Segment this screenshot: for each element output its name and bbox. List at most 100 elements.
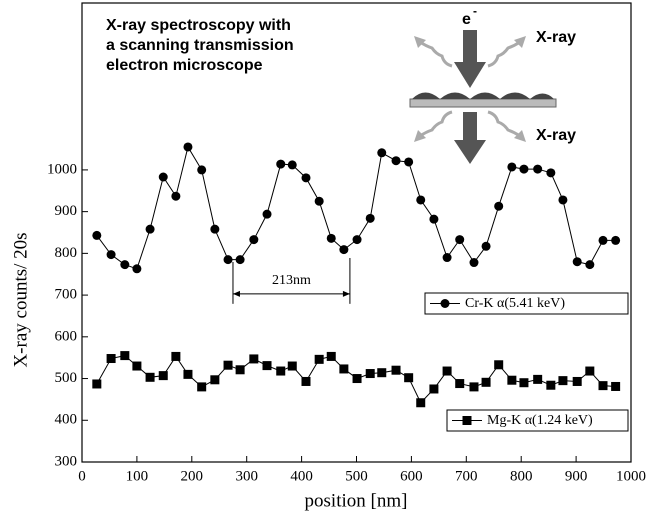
- y-tick-label: 600: [55, 328, 78, 344]
- y-axis-label: X-ray counts/ 20s: [10, 232, 31, 367]
- marker: [106, 354, 116, 364]
- marker: [145, 224, 155, 234]
- y-tick-label: 400: [55, 412, 78, 428]
- marker: [210, 224, 220, 234]
- annotation-label: 213nm: [272, 273, 311, 288]
- x-tick-label: 0: [78, 468, 86, 484]
- legend-box: [424, 292, 629, 315]
- marker: [440, 299, 450, 308]
- marker: [455, 235, 465, 245]
- xray-label: X-ray: [536, 29, 576, 46]
- marker: [326, 351, 336, 361]
- marker: [404, 373, 414, 383]
- marker: [92, 379, 102, 389]
- marker: [377, 148, 387, 158]
- marker: [494, 360, 504, 370]
- marker: [572, 376, 582, 386]
- marker: [132, 264, 142, 274]
- y-tick-label: 300: [55, 453, 78, 469]
- y-tick-label: 700: [55, 287, 78, 303]
- x-tick-label: 400: [290, 468, 313, 484]
- chart-title: electron microscope: [106, 57, 263, 74]
- marker: [507, 375, 517, 385]
- marker: [314, 354, 324, 364]
- marker: [276, 159, 286, 169]
- y-tick-label: 800: [55, 245, 78, 261]
- marker: [120, 260, 130, 270]
- marker: [92, 230, 102, 240]
- marker: [611, 381, 621, 391]
- marker: [462, 416, 472, 425]
- marker: [301, 173, 311, 183]
- electron-label: e: [462, 11, 471, 28]
- legend-label: Mg-K α(1.24 keV): [487, 413, 593, 428]
- marker: [183, 142, 193, 152]
- marker: [546, 168, 556, 178]
- x-tick-label: 800: [510, 468, 533, 484]
- marker: [197, 165, 207, 175]
- marker: [533, 374, 543, 384]
- marker: [377, 368, 387, 378]
- marker: [365, 213, 375, 223]
- marker: [416, 195, 426, 205]
- marker: [132, 361, 142, 371]
- marker: [223, 360, 233, 370]
- marker: [158, 172, 168, 182]
- x-tick-label: 100: [126, 468, 149, 484]
- xray-label: X-ray: [536, 127, 576, 144]
- marker: [481, 241, 491, 251]
- x-axis-label: position [nm]: [305, 490, 408, 511]
- y-tick-label: 500: [55, 370, 78, 386]
- legend-label: Cr-K α(5.41 keV): [465, 296, 565, 311]
- marker: [494, 201, 504, 211]
- marker: [171, 191, 181, 201]
- marker: [507, 162, 517, 172]
- marker: [391, 365, 401, 375]
- marker: [533, 164, 543, 174]
- marker: [469, 382, 479, 392]
- marker: [611, 235, 621, 245]
- x-tick-label: 900: [565, 468, 588, 484]
- marker: [585, 260, 595, 270]
- electron-sup: -: [473, 4, 477, 18]
- marker: [558, 376, 568, 386]
- marker: [235, 365, 245, 375]
- marker: [352, 235, 362, 245]
- marker: [223, 255, 233, 265]
- marker: [171, 351, 181, 361]
- marker: [287, 160, 297, 170]
- chart-title: a scanning transmission: [106, 37, 294, 54]
- marker: [276, 366, 286, 376]
- marker: [183, 369, 193, 379]
- marker: [287, 361, 297, 371]
- marker: [210, 375, 220, 385]
- marker: [572, 257, 582, 267]
- marker: [519, 378, 529, 388]
- marker: [404, 157, 414, 167]
- marker: [339, 364, 349, 374]
- marker: [442, 253, 452, 263]
- marker: [158, 371, 168, 381]
- marker: [585, 366, 595, 376]
- y-tick-label: 1000: [47, 161, 77, 177]
- marker: [442, 366, 452, 376]
- marker: [391, 156, 401, 166]
- legend-box: [446, 409, 629, 432]
- marker: [249, 235, 259, 245]
- x-tick-label: 600: [400, 468, 423, 484]
- x-tick-label: 1000: [616, 468, 646, 484]
- inset-diagram: e - X-ray X-ray: [409, 4, 576, 164]
- marker: [326, 233, 336, 243]
- marker: [429, 214, 439, 224]
- chart-title: X-ray spectroscopy with: [106, 17, 291, 34]
- marker: [546, 380, 556, 390]
- y-tick-label: 900: [55, 203, 78, 219]
- marker: [235, 255, 245, 265]
- marker: [106, 250, 116, 260]
- marker: [416, 398, 426, 408]
- marker: [314, 196, 324, 206]
- marker: [197, 382, 207, 392]
- marker: [249, 354, 259, 364]
- marker: [365, 369, 375, 379]
